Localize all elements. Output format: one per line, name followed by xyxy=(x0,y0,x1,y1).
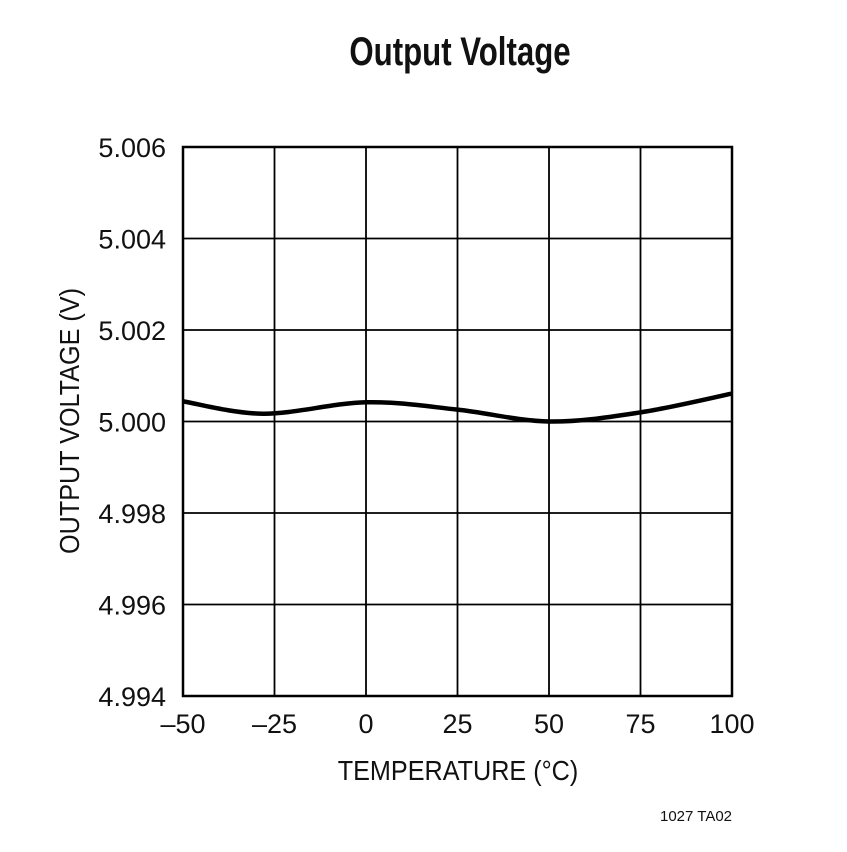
plot-frame xyxy=(181,145,734,698)
y-tick-label: 5.000 xyxy=(98,408,166,438)
series-line xyxy=(182,391,733,424)
y-tick-label: 5.002 xyxy=(98,316,166,346)
tick-labels: –50 –25 0 25 50 75 100 4.994 4.996 4.998 5.000 5.00… xyxy=(98,133,754,739)
y-tick-label: 5.004 xyxy=(98,225,166,255)
y-axis-label: OUTPUT VOLTAGE (V) xyxy=(54,288,86,554)
x-tick-label: –25 xyxy=(252,709,297,739)
x-tick-label: 100 xyxy=(709,709,754,739)
y-tick-label: 4.994 xyxy=(98,682,166,712)
figure-id: 1027 TA02 xyxy=(660,808,733,825)
y-tick-label: 4.998 xyxy=(98,499,166,529)
x-tick-label: 25 xyxy=(442,709,472,739)
x-tick-label: 0 xyxy=(358,709,373,739)
x-tick-label: –50 xyxy=(160,709,205,739)
grid xyxy=(182,146,733,697)
y-tick-label: 4.996 xyxy=(98,591,166,621)
chart-title: Output Voltage xyxy=(349,30,571,74)
x-tick-label: 75 xyxy=(625,709,655,739)
y-tick-label: 5.006 xyxy=(98,133,166,163)
x-tick-label: 50 xyxy=(534,709,564,739)
x-axis-label: TEMPERATURE (°C) xyxy=(338,755,579,787)
